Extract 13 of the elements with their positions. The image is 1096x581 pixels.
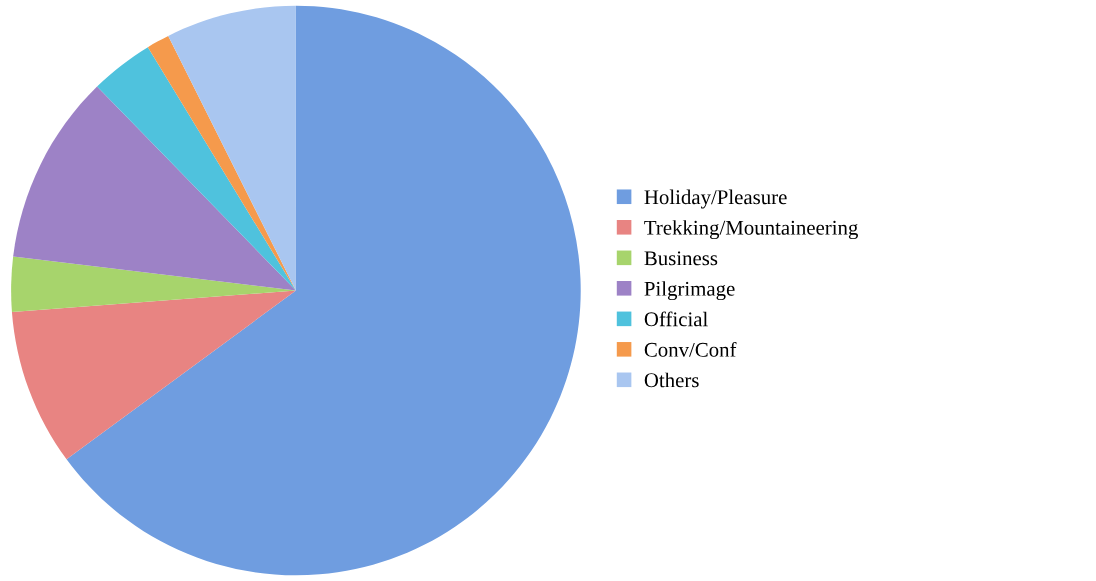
legend-label: Official — [644, 311, 708, 327]
pie-slice — [11, 290, 296, 460]
legend-label: Business — [644, 251, 718, 266]
legend-label: Conv/Conf — [644, 341, 737, 357]
pie-slice — [13, 86, 296, 291]
pie-slice — [66, 5, 581, 576]
pie-slice — [168, 5, 296, 291]
pie-slice — [97, 47, 296, 291]
legend-label: Trekking/Mountaineering — [644, 220, 858, 240]
legend-label: Holiday/Pleasure — [644, 189, 787, 209]
pie-slice — [11, 256, 296, 312]
legend-label: Others — [644, 372, 699, 388]
legend-label: Pilgrimage — [644, 281, 735, 301]
